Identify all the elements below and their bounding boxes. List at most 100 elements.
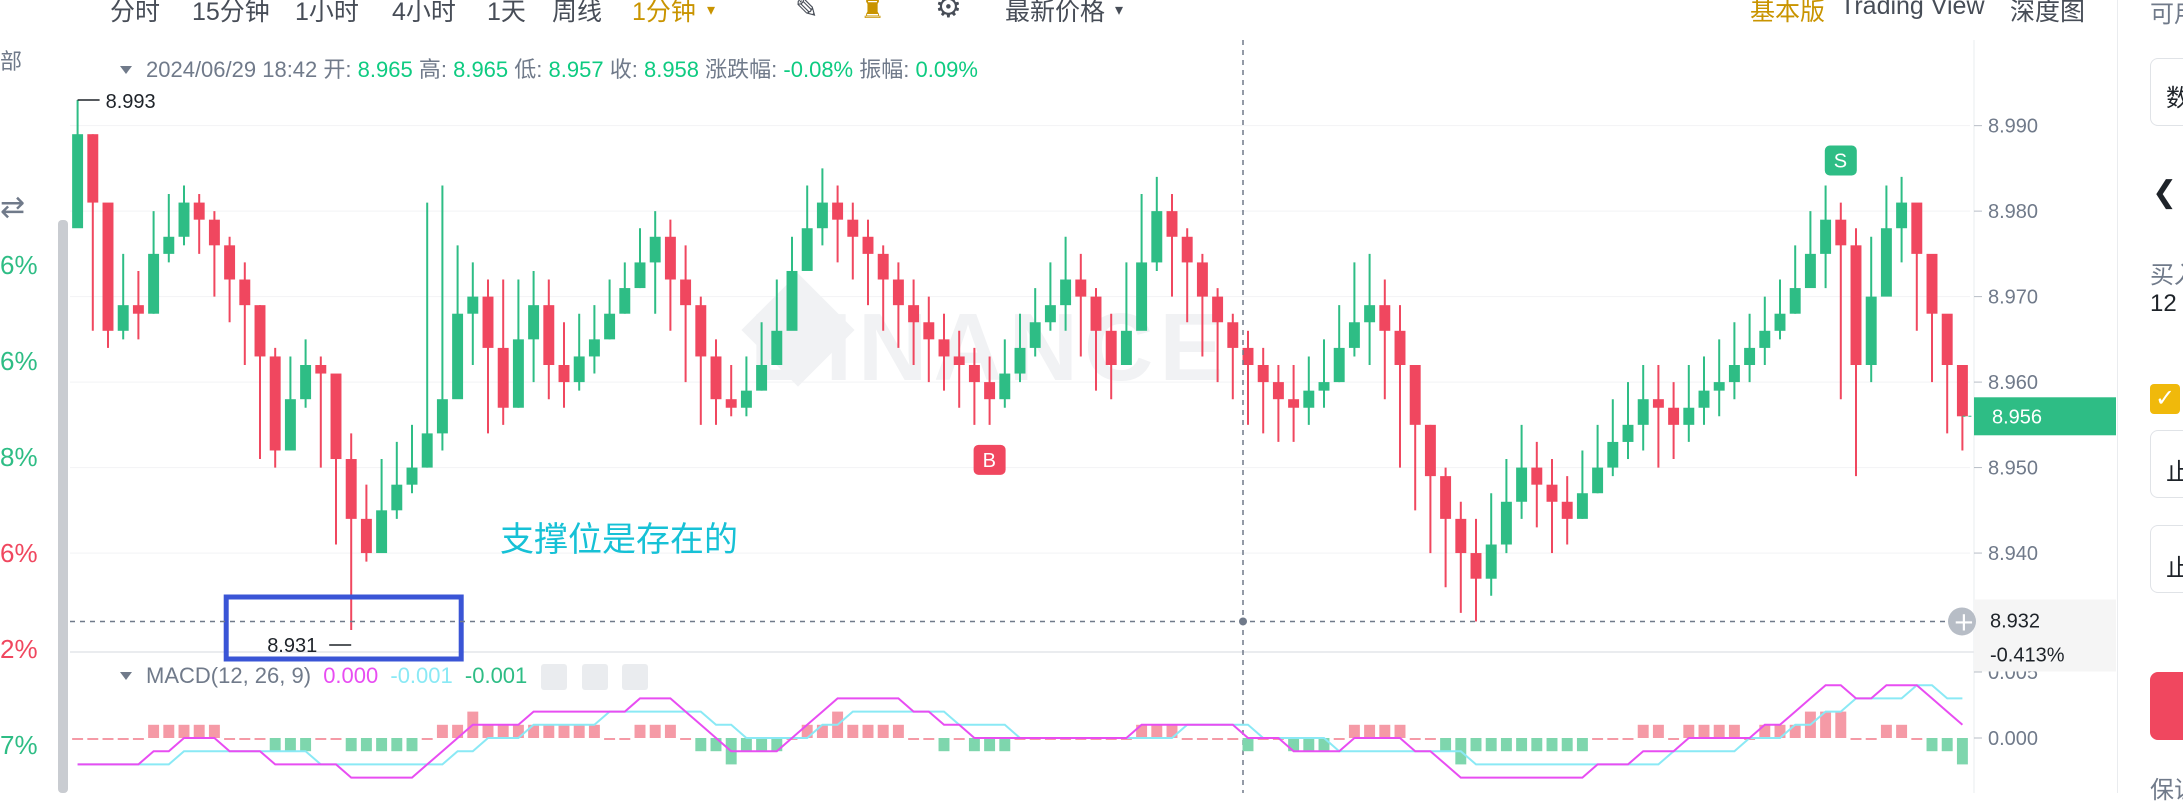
- macd-histogram-bar: [87, 738, 99, 740]
- candle-body: [482, 296, 494, 348]
- candle-body: [619, 288, 631, 314]
- macd-histogram-bar: [649, 724, 661, 738]
- macd-histogram-bar: [1440, 738, 1452, 752]
- candle-body: [1060, 279, 1072, 306]
- candle-body: [1926, 253, 1938, 314]
- crosshair-point: [1239, 617, 1247, 626]
- left-dropdown-label[interactable]: 部: [0, 49, 23, 74]
- candle-body: [239, 279, 251, 306]
- candle-body: [801, 228, 813, 271]
- interval-tab-5[interactable]: 周线: [552, 0, 603, 26]
- view-tab-depth[interactable]: 深度图: [2010, 0, 2086, 26]
- collapse-caret-icon[interactable]: [120, 672, 132, 680]
- candle-body: [117, 305, 129, 331]
- candle-body: [1500, 501, 1512, 545]
- candle-body: [1394, 330, 1406, 365]
- y-tick-label: 8.980: [1988, 201, 2038, 223]
- macd-histogram-bar: [132, 738, 144, 740]
- macd-histogram-bar: [208, 724, 220, 738]
- macd-histogram-bar: [573, 724, 585, 738]
- macd-histogram-bar: [1850, 738, 1862, 740]
- sl-input-label: 止: [2166, 555, 2183, 582]
- macd-dea-value: -0.001: [390, 663, 453, 688]
- candle-body: [1820, 219, 1832, 254]
- candle-body: [1744, 347, 1756, 365]
- indicator-icon[interactable]: ♜: [860, 0, 886, 24]
- macd-histogram-bar: [163, 724, 175, 738]
- macd-histogram-bar: [756, 738, 768, 752]
- macd-histogram-bar: [1516, 738, 1528, 752]
- order-type-text: 数: [2166, 85, 2183, 112]
- candle-body: [1181, 236, 1193, 263]
- candle-body: [1561, 501, 1573, 519]
- checkbox-checked-icon[interactable]: ✓: [2150, 384, 2180, 414]
- macd-histogram-bar: [1394, 724, 1406, 738]
- draw-tool-icon[interactable]: ✎: [795, 0, 819, 24]
- eye-icon[interactable]: [541, 664, 568, 691]
- macd-histogram-bar: [1212, 738, 1224, 740]
- macd-histogram-bar: [1546, 738, 1558, 752]
- view-tab-basic[interactable]: 基本版: [1750, 0, 1826, 26]
- macd-histogram-bar: [117, 738, 129, 740]
- amp-label: 振幅:: [859, 57, 910, 82]
- gear-icon[interactable]: [581, 664, 608, 691]
- macd-histogram-bar: [1713, 724, 1725, 738]
- chevron-down-icon[interactable]: ▾: [707, 2, 716, 19]
- candle-body: [892, 279, 904, 306]
- chevron-down-icon[interactable]: ▾: [1115, 2, 1124, 19]
- candle-body: [1440, 476, 1452, 519]
- macd-histogram-bar: [284, 738, 296, 752]
- macd-histogram-bar: [1485, 738, 1497, 752]
- left-pct-3: 6%: [0, 538, 38, 568]
- macd-histogram-bar: [1592, 738, 1604, 740]
- candle-body: [1379, 305, 1391, 331]
- macd-histogram-bar: [1364, 724, 1376, 738]
- left-scrollbar[interactable]: [58, 220, 68, 793]
- interval-tab-4[interactable]: 1天: [487, 0, 526, 26]
- open-value: 8.965: [357, 57, 413, 82]
- sl-input[interactable]: [2150, 525, 2183, 593]
- macd-histogram-bar: [72, 738, 84, 740]
- candle-body: [816, 202, 828, 229]
- macd-histogram-bar: [1470, 738, 1482, 752]
- y-tick-label: 8.970: [1988, 287, 2038, 309]
- order-type-box[interactable]: [2150, 58, 2183, 126]
- view-tab-tradingview[interactable]: Trading View: [1840, 0, 1985, 20]
- macd-histogram-bar: [1136, 724, 1148, 738]
- macd-histogram-bar: [1774, 724, 1786, 738]
- gear-icon[interactable]: ⚙: [935, 0, 962, 24]
- macd-histogram-bar: [1835, 711, 1847, 738]
- candle-body: [908, 305, 920, 323]
- left-pct-1: 6%: [0, 346, 38, 376]
- close-icon[interactable]: [621, 664, 648, 691]
- candle-body: [832, 202, 844, 220]
- tp-input[interactable]: [2150, 430, 2183, 498]
- swap-icon[interactable]: ⇄: [0, 191, 26, 224]
- candle-body: [1075, 279, 1087, 297]
- price-type-select[interactable]: 最新价格: [1005, 0, 1106, 26]
- candle-body: [1911, 202, 1923, 254]
- candle-body: [725, 399, 737, 408]
- sell-button[interactable]: [2150, 672, 2183, 740]
- interval-tab-1[interactable]: 15分钟: [192, 0, 270, 26]
- low-marker-label: 8.931: [267, 635, 317, 657]
- macd-histogram-bar: [1348, 724, 1360, 738]
- macd-histogram-bar: [1896, 724, 1908, 738]
- candle-body: [1227, 322, 1239, 348]
- macd-histogram-bar: [1926, 738, 1938, 752]
- candle-body: [786, 270, 798, 331]
- candle-body: [345, 459, 357, 519]
- collapse-caret-icon[interactable]: [120, 66, 132, 74]
- macd-histogram-bar: [254, 738, 266, 740]
- macd-histogram-bar: [680, 738, 692, 740]
- chevron-left-icon[interactable]: ❮: [2152, 176, 2178, 209]
- candle-body: [254, 305, 266, 357]
- candlestick-chart[interactable]: 8.9908.9808.9708.9608.9508.9400.0050.000…: [70, 40, 2116, 793]
- candle-body: [163, 236, 175, 254]
- interval-tab-2[interactable]: 1小时: [295, 0, 359, 26]
- interval-tab-0[interactable]: 分时: [110, 0, 161, 26]
- macd-histogram-bar: [1789, 724, 1801, 738]
- add-alert-icon[interactable]: [1948, 607, 1976, 636]
- interval-tab-3[interactable]: 4小时: [392, 0, 456, 26]
- interval-tab-active[interactable]: 1分钟: [632, 0, 696, 26]
